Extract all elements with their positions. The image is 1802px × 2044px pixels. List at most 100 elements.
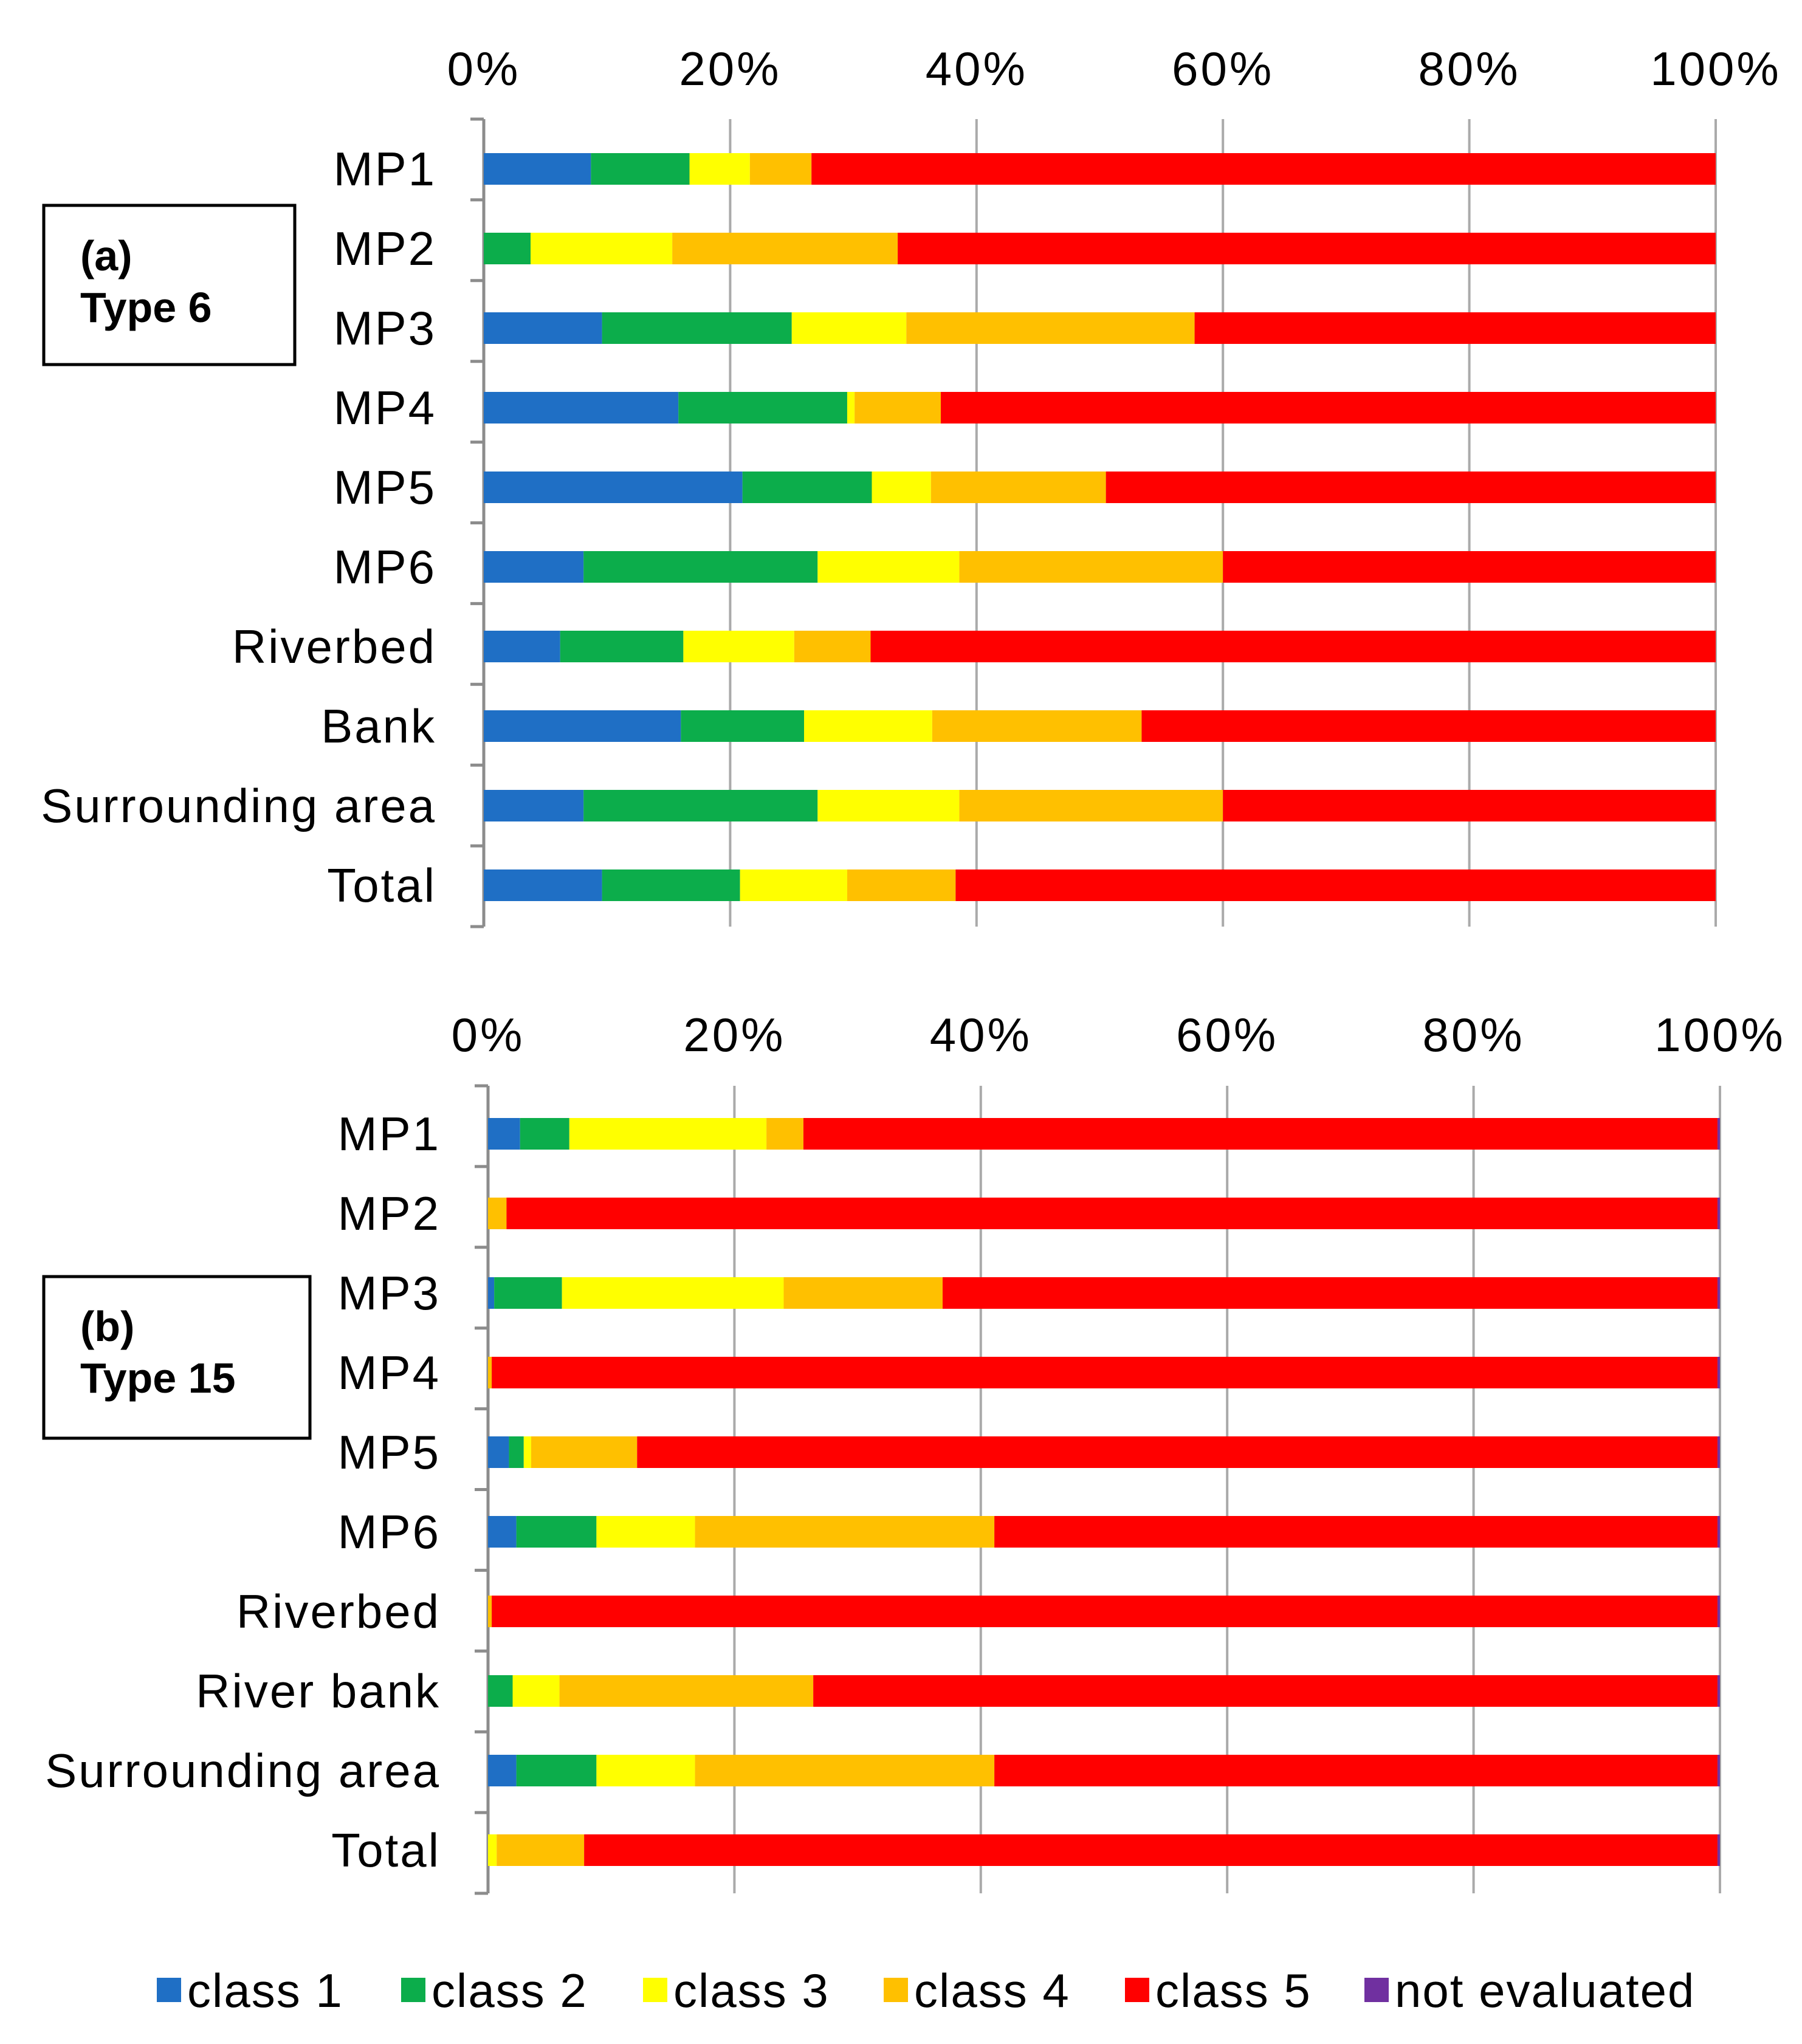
legend-swatch-class1 bbox=[157, 1978, 181, 2002]
bar-mp3-class4 bbox=[783, 1277, 943, 1309]
bar-surrounding-area-not_evaluated bbox=[1717, 1755, 1720, 1786]
bar-mp2-class2 bbox=[484, 233, 531, 264]
bar-riverbed-class5 bbox=[492, 1596, 1718, 1627]
legend-label-class1: class 1 bbox=[187, 1964, 343, 2017]
bar-mp3-class3 bbox=[562, 1277, 784, 1309]
legend-label-class3: class 3 bbox=[673, 1964, 830, 2017]
category-label-riverbed: Riverbed bbox=[232, 620, 436, 673]
bar-mp5-class3 bbox=[872, 472, 931, 503]
category-label-mp1: MP1 bbox=[338, 1107, 441, 1161]
legend-swatch-class2 bbox=[401, 1978, 425, 2002]
bar-mp1-class5 bbox=[811, 153, 1716, 185]
bar-total-class2 bbox=[602, 869, 740, 901]
x-tick-label: 100% bbox=[1654, 1008, 1786, 1061]
bar-mp5-class3 bbox=[523, 1436, 531, 1468]
bar-mp5-class1 bbox=[484, 472, 743, 503]
bar-surrounding-area-class4 bbox=[695, 1755, 995, 1786]
bar-total-not_evaluated bbox=[1717, 1834, 1720, 1866]
bar-surrounding-area-class3 bbox=[817, 790, 960, 821]
bar-mp1-class4 bbox=[766, 1118, 803, 1150]
category-label-surrounding-area: Surrounding area bbox=[41, 779, 436, 832]
bar-riverbed-class2 bbox=[560, 631, 684, 662]
bar-mp5-class2 bbox=[509, 1436, 524, 1468]
bar-mp2-class4 bbox=[488, 1198, 507, 1229]
x-tick-label: 60% bbox=[1176, 1008, 1278, 1061]
bar-total-class4 bbox=[847, 869, 956, 901]
bar-mp5-class5 bbox=[1106, 472, 1716, 503]
bar-mp5-class1 bbox=[488, 1436, 509, 1468]
category-label-surrounding-area: Surrounding area bbox=[45, 1744, 441, 1797]
bar-total-class5 bbox=[584, 1834, 1718, 1866]
bar-mp2-class5 bbox=[898, 233, 1716, 264]
bar-mp3-class2 bbox=[602, 312, 792, 344]
bar-bank-class1 bbox=[484, 710, 681, 742]
bar-mp6-not_evaluated bbox=[1717, 1516, 1720, 1548]
bar-total-class5 bbox=[955, 869, 1716, 901]
bar-mp3-class5 bbox=[942, 1277, 1718, 1309]
bar-mp6-class5 bbox=[1223, 551, 1716, 583]
bar-surrounding-area-class4 bbox=[959, 790, 1223, 821]
bar-mp6-class4 bbox=[695, 1516, 995, 1548]
bar-mp6-class1 bbox=[484, 551, 584, 583]
category-label-bank: Bank bbox=[321, 699, 436, 753]
bar-mp3-class5 bbox=[1194, 312, 1716, 344]
bar-mp4-class4 bbox=[855, 392, 941, 424]
category-label-mp5: MP5 bbox=[338, 1425, 441, 1479]
bar-mp2-class3 bbox=[531, 233, 673, 264]
bar-bank-class5 bbox=[1141, 710, 1716, 742]
bar-mp5-class4 bbox=[930, 472, 1106, 503]
panel-a-type-6: 0% 20% 40% 60% 80% 100% MP1 MP2 MP3 MP4 MP5 MP6 Rive… bbox=[41, 42, 1781, 928]
bar-surrounding-area-class1 bbox=[488, 1755, 517, 1786]
bar-mp1-class3 bbox=[569, 1118, 767, 1150]
x-tick-label: 0% bbox=[447, 42, 521, 95]
bar-mp6-class3 bbox=[596, 1516, 695, 1548]
bar-mp6-class1 bbox=[488, 1516, 517, 1548]
bar-mp1-class1 bbox=[488, 1118, 520, 1150]
panel-label-line: (b) bbox=[80, 1303, 134, 1350]
category-label-total: Total bbox=[327, 859, 436, 912]
bar-mp4-class1 bbox=[484, 392, 679, 424]
bar-river-bank-class2 bbox=[488, 1675, 513, 1707]
category-label-mp5: MP5 bbox=[334, 461, 436, 514]
bar-bank-class4 bbox=[932, 710, 1142, 742]
legend-swatch-not_evaluated bbox=[1364, 1978, 1389, 2002]
category-label-river-bank: River bank bbox=[196, 1664, 441, 1718]
bar-surrounding-area-class2 bbox=[516, 1755, 597, 1786]
bar-surrounding-area-class2 bbox=[583, 790, 818, 821]
bar-mp2-class5 bbox=[506, 1198, 1718, 1229]
bar-mp4-class2 bbox=[678, 392, 847, 424]
category-label-mp4: MP4 bbox=[338, 1346, 441, 1399]
bar-riverbed-not_evaluated bbox=[1717, 1596, 1720, 1627]
category-label-mp4: MP4 bbox=[334, 381, 436, 434]
bar-bank-class2 bbox=[681, 710, 805, 742]
bar-total-class3 bbox=[740, 869, 847, 901]
bar-mp1-not_evaluated bbox=[1717, 1118, 1720, 1150]
bar-mp6-class5 bbox=[994, 1516, 1718, 1548]
panel-label-box bbox=[42, 204, 297, 366]
category-label-total: Total bbox=[331, 1823, 441, 1877]
bar-mp3-not_evaluated bbox=[1717, 1277, 1720, 1309]
panel-label-line: (a) bbox=[80, 232, 132, 280]
bar-mp5-class5 bbox=[637, 1436, 1718, 1468]
legend-label-class4: class 4 bbox=[914, 1964, 1070, 2017]
x-tick-label: 100% bbox=[1650, 42, 1781, 95]
bar-mp1-class3 bbox=[689, 153, 750, 185]
bar-river-bank-class3 bbox=[512, 1675, 560, 1707]
bar-surrounding-area-class5 bbox=[1223, 790, 1716, 821]
bar-mp6-class2 bbox=[583, 551, 818, 583]
bar-riverbed-class4 bbox=[488, 1596, 492, 1627]
panel-label-line: Type 6 bbox=[80, 284, 212, 331]
bar-mp4-class3 bbox=[847, 392, 855, 424]
bar-mp2-not_evaluated bbox=[1717, 1198, 1720, 1229]
legend-label-class5: class 5 bbox=[1155, 1964, 1312, 2017]
bar-mp4-class4 bbox=[488, 1357, 492, 1388]
x-tick-label: 40% bbox=[926, 42, 1028, 95]
bar-mp4-class5 bbox=[941, 392, 1716, 424]
bar-bank-class3 bbox=[804, 710, 932, 742]
bar-mp4-not_evaluated bbox=[1717, 1357, 1720, 1388]
bar-mp3-class4 bbox=[906, 312, 1195, 344]
category-label-mp2: MP2 bbox=[334, 222, 436, 275]
legend-label-class2: class 2 bbox=[432, 1964, 588, 2017]
legend-swatch-class3 bbox=[643, 1978, 667, 2002]
